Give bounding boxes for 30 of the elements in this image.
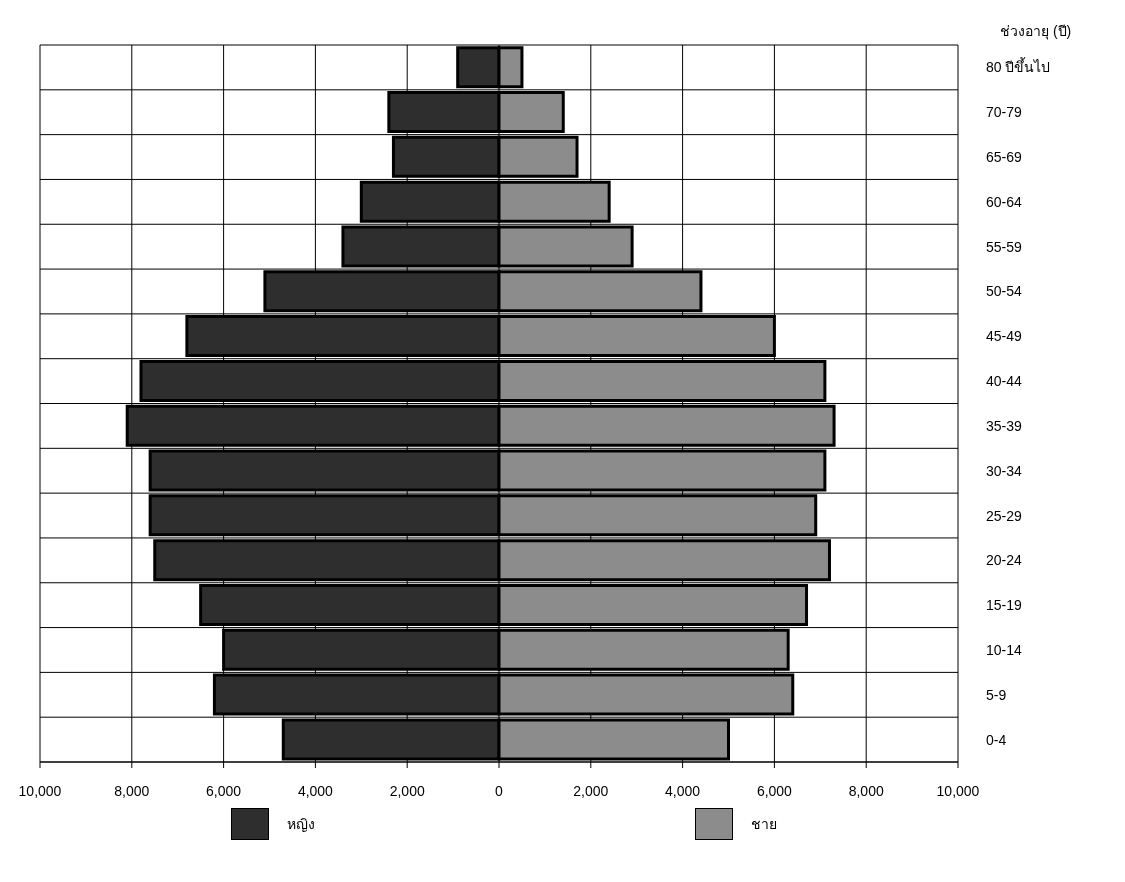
x-tick-label: 4,000 <box>297 782 334 799</box>
y-tick-label: 5-9 <box>986 686 1007 703</box>
y-tick-label: 80 ปีขึ้นไป <box>986 57 1051 76</box>
x-tick-label: 10,000 <box>936 782 980 799</box>
y-tick-label: 45-49 <box>986 328 1023 345</box>
y-tick-label: 55-59 <box>986 238 1023 255</box>
y-tick-label: 35-39 <box>986 417 1023 434</box>
x-tick-label: 6,000 <box>206 782 242 799</box>
x-tick-label: 6,000 <box>756 782 793 799</box>
x-tick-label: 4,000 <box>665 782 701 799</box>
x-tick-label: 0 <box>495 782 504 799</box>
x-tick-label: 2,000 <box>573 782 609 799</box>
y-tick-label: 25-29 <box>986 507 1023 524</box>
x-tick-label: 8,000 <box>114 782 150 799</box>
y-tick-label: 30-34 <box>986 462 1023 479</box>
y-tick-label: 15-19 <box>986 597 1023 614</box>
x-tick-label: 10,000 <box>18 782 62 799</box>
y-axis-title: ช่วงอายุ (ปี) <box>1000 22 1072 42</box>
legend-label: ชาย <box>751 815 777 834</box>
y-tick-label: 0-4 <box>986 731 1007 748</box>
x-tick-label: 8,000 <box>848 782 884 799</box>
legend-label: หญิง <box>287 815 315 834</box>
y-tick-label: 50-54 <box>986 283 1023 300</box>
y-tick-label: 40-44 <box>986 373 1023 390</box>
y-tick-label: 65-69 <box>986 149 1023 165</box>
y-tick-label: 10-14 <box>986 641 1023 658</box>
y-tick-label: 20-24 <box>986 552 1023 569</box>
y-tick-label: 60-64 <box>986 193 1023 210</box>
x-tick-label: 2,000 <box>389 782 425 799</box>
y-tick-label: 70-79 <box>986 104 1023 121</box>
